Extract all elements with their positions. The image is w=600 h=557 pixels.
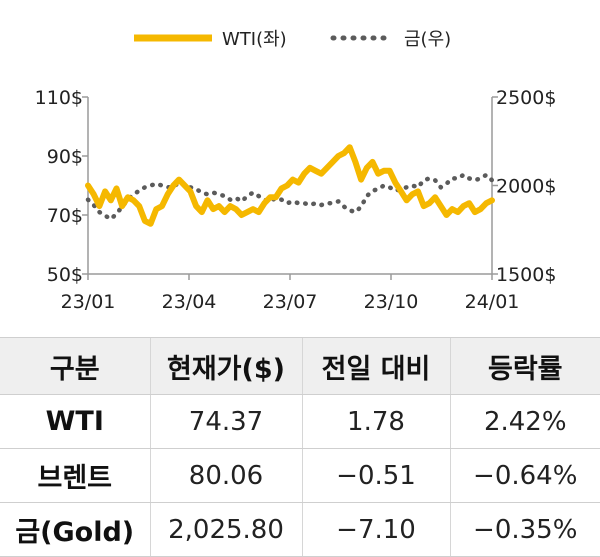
x-tick-label: 23/10	[364, 291, 419, 313]
daily-change-cell: −7.10	[301, 502, 450, 557]
daily-change-cell: 1.78	[301, 394, 450, 449]
daily-change-cell: −0.51	[301, 448, 450, 503]
legend-wti-label: WTI(좌)	[222, 29, 287, 50]
wti-series-line	[85, 144, 495, 227]
header-category: 구분	[0, 337, 150, 395]
axes: 110$ 90$ 70$ 50$ 2500$ 2000$ 1500$ 23/01 23/04 23…	[35, 87, 557, 313]
legend-gold-label: 금(우)	[404, 29, 451, 50]
gold-series-line	[85, 172, 495, 222]
row-label: WTI	[0, 394, 150, 449]
plot-area	[85, 144, 495, 227]
x-tick-label: 23/07	[263, 291, 318, 313]
x-tick-label: 23/01	[61, 291, 116, 313]
y-left-tick-label: 70$	[47, 205, 83, 227]
legend: WTI(좌) 금(우)	[134, 29, 451, 50]
y-right-tick-label: 1500$	[496, 264, 556, 286]
y-left-tick-label: 90$	[47, 146, 83, 168]
current-price-cell: 80.06	[149, 448, 302, 503]
header-change-rate: 등락률	[449, 337, 600, 395]
table-row: 금(Gold) 2,025.80 −7.10 −0.35%	[0, 502, 600, 557]
current-price-cell: 74.37	[149, 394, 302, 449]
header-daily-change: 전일 대비	[301, 337, 450, 395]
table-header-row: 구분 현재가($) 전일 대비 등락률	[0, 337, 600, 395]
y-left-tick-label: 50$	[47, 264, 83, 286]
row-label: 브렌트	[0, 448, 150, 503]
header-current-price: 현재가($)	[149, 337, 302, 395]
price-table: 구분 현재가($) 전일 대비 등락률 WTI 74.37 1.78 2.42%…	[0, 337, 600, 557]
x-tick-label: 24/01	[465, 291, 520, 313]
table-row: WTI 74.37 1.78 2.42%	[0, 394, 600, 449]
y-right-tick-label: 2500$	[496, 87, 556, 109]
row-label: 금(Gold)	[0, 502, 150, 557]
y-left-tick-label: 110$	[35, 87, 83, 109]
change-rate-cell: 2.42%	[449, 394, 600, 449]
change-rate-cell: −0.64%	[449, 448, 600, 503]
current-price-cell: 2,025.80	[149, 502, 302, 557]
price-chart: WTI(좌) 금(우) 110$ 90$ 70$ 50$ 2500$ 2000$ 1500$…	[35, 29, 557, 313]
change-rate-cell: −0.35%	[449, 502, 600, 557]
y-right-tick-label: 2000$	[496, 176, 556, 198]
x-tick-label: 23/04	[162, 291, 217, 313]
table-row: 브렌트 80.06 −0.51 −0.64%	[0, 448, 600, 503]
